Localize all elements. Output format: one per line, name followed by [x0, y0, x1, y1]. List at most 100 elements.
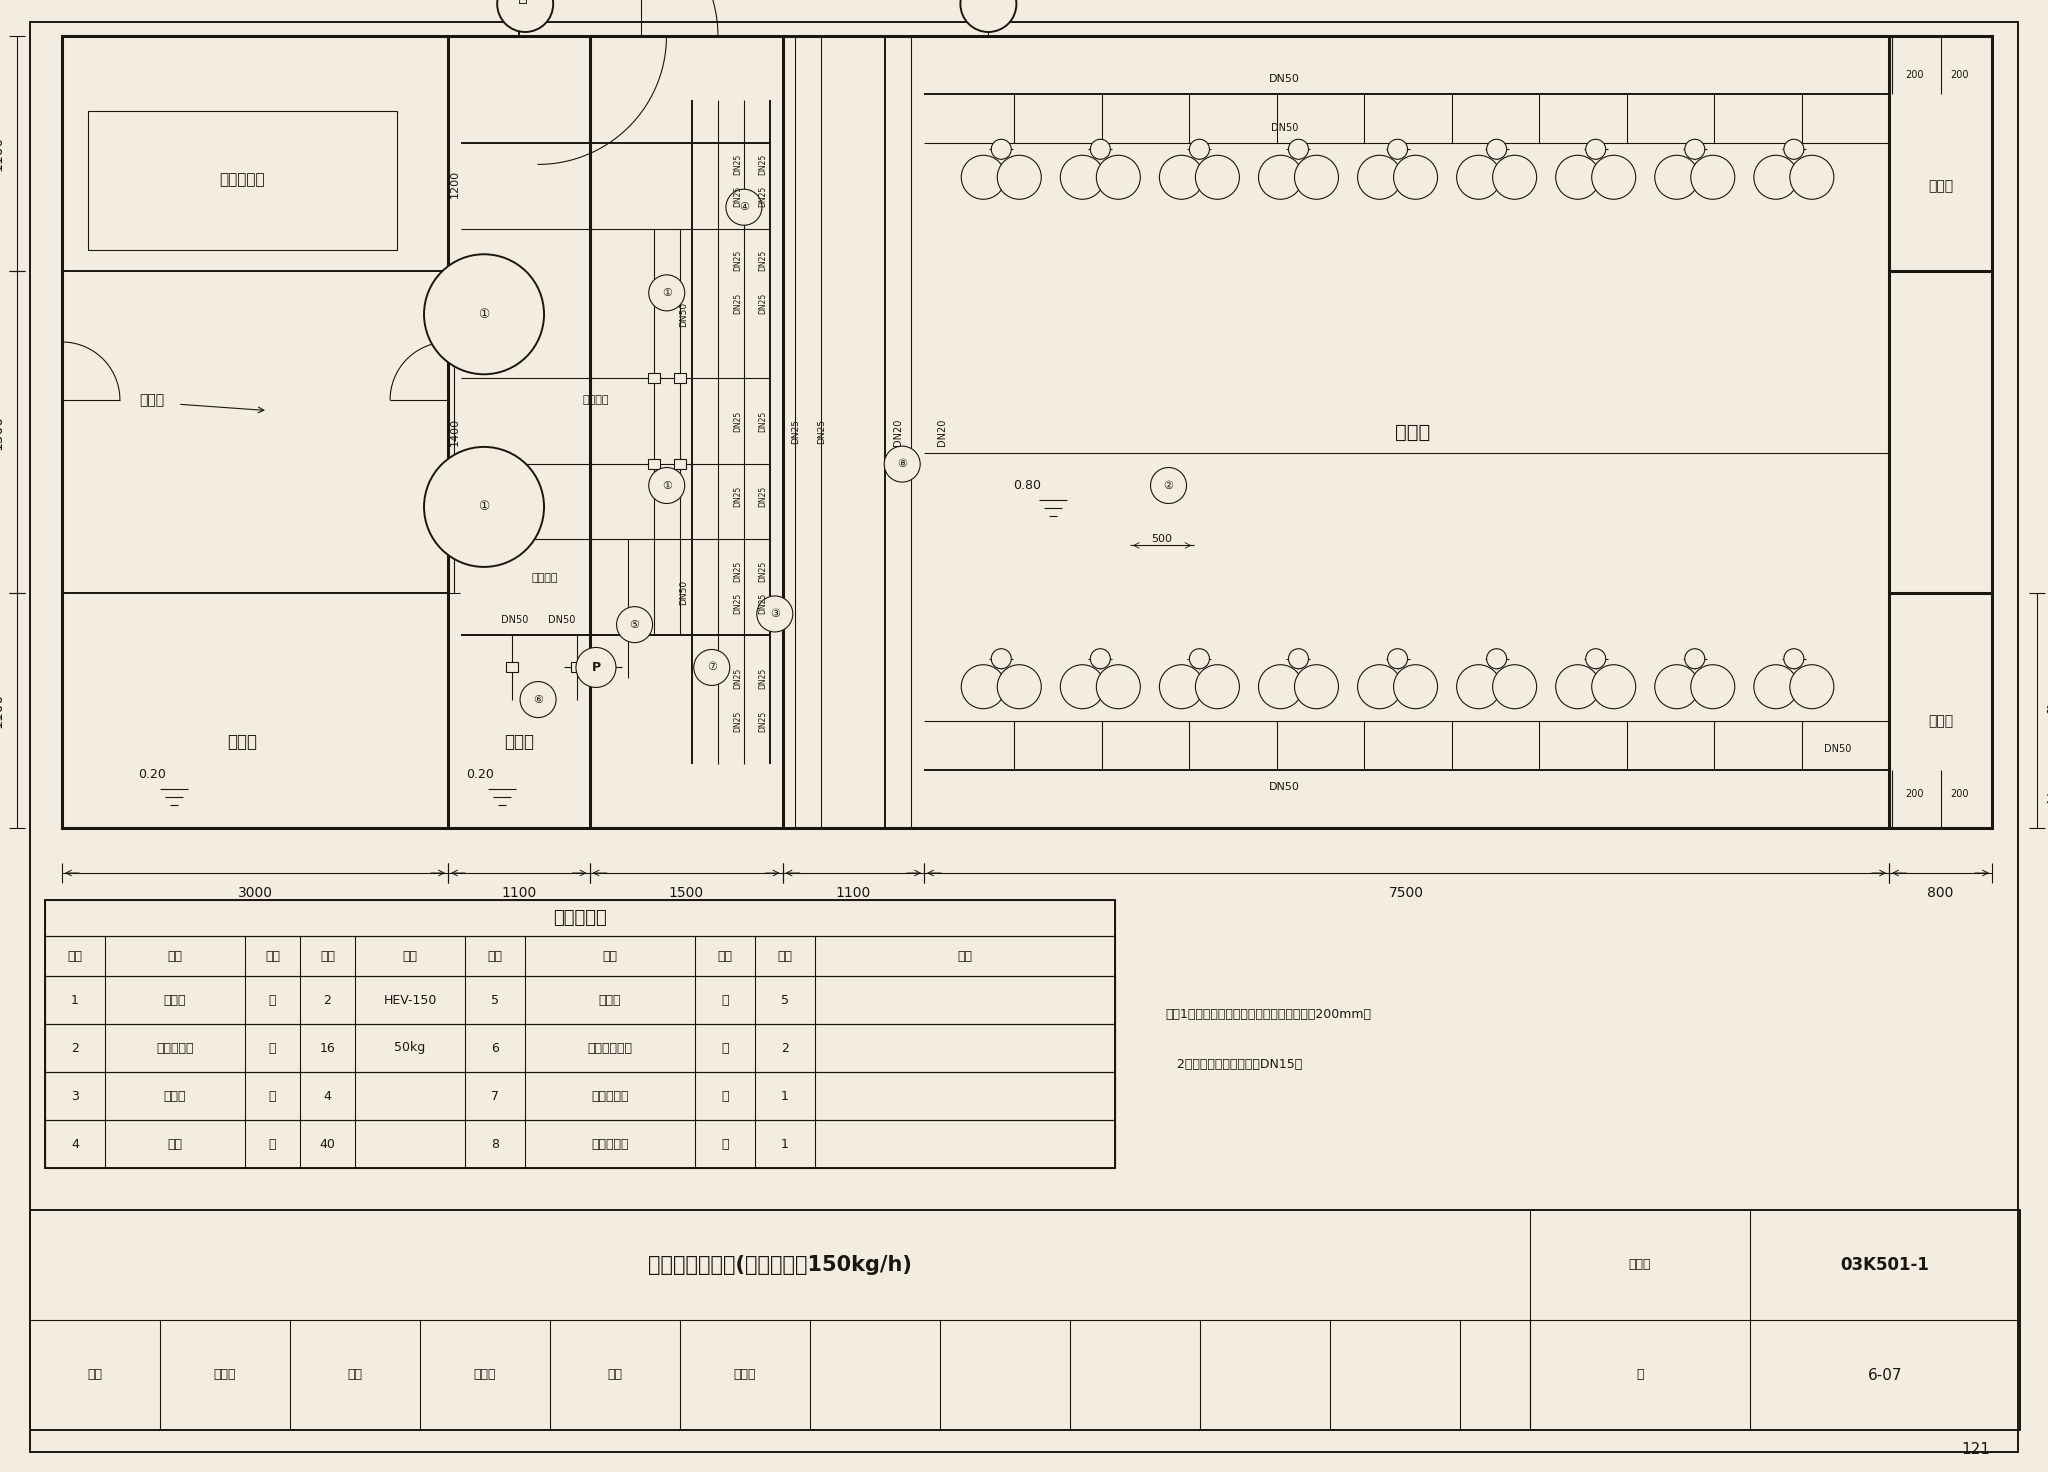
Text: 2、图中未标注管径均为DN15。: 2、图中未标注管径均为DN15。	[1165, 1057, 1303, 1070]
Circle shape	[1790, 155, 1833, 199]
Text: 球阀: 球阀	[168, 1138, 182, 1151]
Text: 台: 台	[721, 1042, 729, 1054]
Text: 7: 7	[492, 1089, 500, 1103]
Circle shape	[1591, 155, 1636, 199]
Text: 200: 200	[1950, 69, 1968, 79]
Text: ①: ①	[662, 480, 672, 490]
Text: 4: 4	[324, 1089, 332, 1103]
Text: 个: 个	[721, 994, 729, 1007]
Text: DN25: DN25	[733, 293, 741, 314]
Text: DN50: DN50	[1270, 782, 1300, 792]
Text: 序号: 序号	[68, 949, 82, 963]
Text: DN25: DN25	[758, 293, 768, 314]
Circle shape	[1487, 649, 1507, 668]
Text: DN25: DN25	[758, 153, 768, 175]
Text: 个: 个	[721, 1138, 729, 1151]
Circle shape	[1358, 665, 1401, 708]
Bar	[45, 976, 1114, 1025]
Bar	[45, 1072, 1114, 1120]
Text: 1: 1	[780, 1138, 788, 1151]
Text: 2: 2	[780, 1042, 788, 1054]
Text: 空瓶区: 空瓶区	[1927, 714, 1954, 729]
Text: DN25: DN25	[758, 411, 768, 431]
Text: 安全阀: 安全阀	[598, 994, 621, 1007]
Text: 段洁仪: 段洁仪	[213, 1369, 236, 1382]
Circle shape	[1389, 649, 1407, 668]
Text: 个: 个	[268, 1042, 276, 1054]
Text: 3: 3	[72, 1089, 80, 1103]
Text: 校对: 校对	[348, 1369, 362, 1382]
Text: 240: 240	[2046, 792, 2048, 805]
Circle shape	[1692, 155, 1735, 199]
Text: DN25: DN25	[733, 593, 741, 614]
Circle shape	[1556, 665, 1599, 708]
Text: DN50: DN50	[680, 580, 688, 605]
Text: ②: ②	[1163, 480, 1174, 490]
Text: 图集号: 图集号	[1628, 1259, 1651, 1272]
Text: 1: 1	[780, 1089, 788, 1103]
Text: 800: 800	[1927, 886, 1954, 899]
Circle shape	[1196, 665, 1239, 708]
Circle shape	[1090, 649, 1110, 668]
Circle shape	[1784, 140, 1804, 159]
Circle shape	[991, 140, 1012, 159]
Circle shape	[1556, 155, 1599, 199]
Text: DN50: DN50	[1270, 124, 1298, 132]
Circle shape	[520, 682, 557, 717]
Circle shape	[1487, 140, 1507, 159]
Bar	[506, 662, 518, 673]
Circle shape	[1389, 140, 1407, 159]
Text: 气液分离器: 气液分离器	[592, 1089, 629, 1103]
Text: 戴海洋: 戴海洋	[733, 1369, 756, 1382]
Bar	[674, 459, 686, 470]
Text: DN25: DN25	[758, 250, 768, 271]
Text: 200: 200	[1905, 69, 1923, 79]
Text: 3000: 3000	[238, 886, 272, 899]
Circle shape	[1493, 665, 1536, 708]
Text: DN25: DN25	[758, 667, 768, 689]
Circle shape	[1753, 665, 1798, 708]
Circle shape	[1257, 665, 1303, 708]
Text: 1400: 1400	[449, 418, 459, 446]
Text: 500: 500	[1151, 534, 1174, 545]
Text: DN50: DN50	[502, 615, 528, 626]
Text: P: P	[592, 661, 600, 674]
Circle shape	[1456, 665, 1501, 708]
Bar	[647, 374, 659, 384]
Text: 一级调压: 一级调压	[584, 394, 608, 405]
Text: ①: ①	[479, 308, 489, 321]
Circle shape	[1096, 155, 1141, 199]
Circle shape	[1151, 468, 1186, 503]
Text: DN25: DN25	[733, 153, 741, 175]
Text: DN25: DN25	[733, 411, 741, 431]
Text: HEV-150: HEV-150	[383, 994, 436, 1007]
Circle shape	[1393, 155, 1438, 199]
Circle shape	[1061, 155, 1104, 199]
Text: 1500: 1500	[668, 886, 705, 899]
Text: 0.80: 0.80	[1014, 478, 1040, 492]
Bar	[571, 662, 584, 673]
Bar	[31, 1210, 2019, 1429]
Circle shape	[694, 649, 729, 686]
Text: DN20: DN20	[938, 418, 946, 446]
Circle shape	[1753, 155, 1798, 199]
Text: 6: 6	[492, 1042, 500, 1054]
Circle shape	[575, 648, 616, 687]
Text: 6-07: 6-07	[1868, 1367, 1903, 1382]
Text: 名称: 名称	[602, 949, 618, 963]
Circle shape	[1493, 155, 1536, 199]
Circle shape	[1692, 665, 1735, 708]
Text: ①: ①	[662, 289, 672, 297]
Text: 1100: 1100	[0, 135, 4, 171]
Circle shape	[424, 447, 545, 567]
Text: DN25: DN25	[758, 561, 768, 581]
Text: ⑤: ⑤	[629, 620, 639, 630]
Text: 名称: 名称	[168, 949, 182, 963]
Text: 单位: 单位	[717, 949, 733, 963]
Circle shape	[997, 665, 1040, 708]
Circle shape	[1061, 665, 1104, 708]
Text: 空瓶区: 空瓶区	[1927, 178, 1954, 193]
Text: 台: 台	[721, 1089, 729, 1103]
Circle shape	[991, 649, 1012, 668]
Text: 二级调压: 二级调压	[530, 573, 557, 583]
